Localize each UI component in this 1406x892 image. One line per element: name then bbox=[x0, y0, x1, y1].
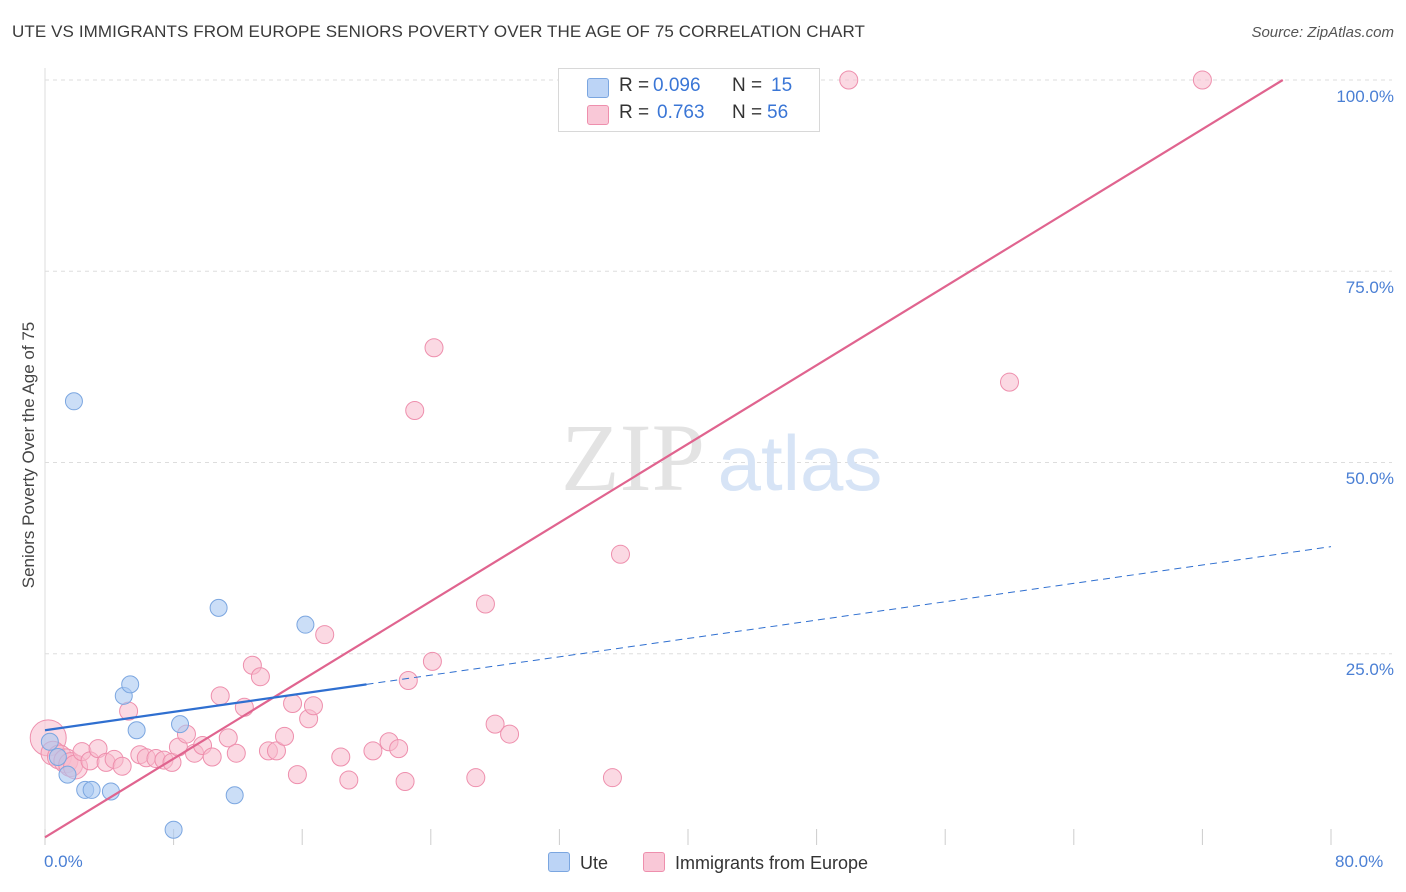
source-label: Source: ZipAtlas.com bbox=[1251, 24, 1394, 41]
europe-point bbox=[226, 743, 246, 763]
europe-point bbox=[250, 667, 270, 687]
ute-point bbox=[58, 765, 77, 784]
europe-point bbox=[315, 625, 335, 645]
watermark-zip: ZIP bbox=[561, 404, 705, 511]
europe-point bbox=[266, 741, 286, 761]
europe-legend-icon bbox=[643, 852, 665, 872]
europe-point bbox=[475, 594, 495, 614]
europe-point bbox=[500, 724, 520, 744]
ute-trend-dashed bbox=[366, 546, 1332, 685]
europe-point bbox=[202, 747, 222, 767]
europe-point bbox=[1000, 372, 1019, 392]
europe-point bbox=[303, 696, 323, 716]
y-tick-50: 50.0% bbox=[1345, 469, 1394, 488]
europe-point bbox=[405, 400, 425, 420]
n-label: N = bbox=[732, 75, 763, 96]
n-value-ute: 15 bbox=[771, 75, 793, 96]
europe-point bbox=[422, 651, 442, 671]
correlation-legend: R = 0.096 N = 15 R = 0.763 N = 56 bbox=[558, 68, 820, 132]
europe-point bbox=[339, 770, 359, 790]
ute-point bbox=[127, 721, 146, 740]
europe-swatch-icon bbox=[587, 105, 609, 125]
ute-point bbox=[121, 675, 140, 694]
europe-point bbox=[1192, 70, 1212, 90]
europe-point bbox=[602, 768, 622, 788]
legend-label-europe: Immigrants from Europe bbox=[675, 853, 869, 873]
ute-swatch-icon bbox=[587, 78, 609, 98]
europe-point bbox=[398, 671, 418, 691]
x-tick-min: 0.0% bbox=[44, 852, 83, 871]
europe-point bbox=[839, 70, 859, 90]
europe-point bbox=[275, 726, 295, 746]
legend-item-europe: Immigrants from Europe bbox=[643, 852, 868, 874]
ute-point bbox=[64, 392, 83, 411]
europe-point bbox=[424, 338, 444, 358]
europe-point bbox=[283, 693, 303, 713]
y-tick-100: 100.0% bbox=[1336, 87, 1394, 106]
europe-point bbox=[112, 756, 132, 776]
ute-point bbox=[225, 786, 244, 805]
ute-trend-line bbox=[44, 683, 367, 732]
ute-point bbox=[171, 715, 190, 734]
europe-trend-line bbox=[44, 79, 1284, 839]
legend-item-ute: Ute bbox=[548, 852, 608, 874]
europe-point bbox=[395, 772, 415, 792]
europe-point bbox=[210, 686, 230, 706]
r-label: R = bbox=[619, 75, 650, 96]
europe-point bbox=[466, 768, 486, 788]
ute-point bbox=[164, 820, 183, 839]
r-label: R = bbox=[619, 102, 650, 123]
ute-legend-icon bbox=[548, 852, 570, 872]
europe-point bbox=[287, 765, 307, 785]
europe-point bbox=[363, 741, 383, 761]
r-value-europe: 0.763 bbox=[657, 102, 705, 123]
y-tick-25: 25.0% bbox=[1345, 660, 1394, 679]
watermark-atlas: atlas bbox=[718, 419, 883, 507]
ute-point bbox=[40, 732, 59, 751]
ute-point bbox=[209, 598, 228, 617]
europe-point bbox=[218, 728, 238, 748]
ute-point bbox=[48, 748, 67, 767]
legend-label-ute: Ute bbox=[580, 853, 609, 873]
ute-point bbox=[296, 615, 315, 634]
chart-title: UTE VS IMMIGRANTS FROM EUROPE SENIORS PO… bbox=[12, 22, 865, 41]
europe-point bbox=[610, 544, 630, 564]
n-value-europe: 56 bbox=[767, 102, 789, 123]
europe-point bbox=[331, 747, 351, 767]
n-label: N = bbox=[732, 102, 763, 123]
europe-point bbox=[485, 714, 505, 734]
ute-point bbox=[82, 780, 101, 799]
x-tick-max: 80.0% bbox=[1335, 852, 1384, 871]
y-tick-75: 75.0% bbox=[1345, 278, 1394, 297]
r-value-ute: 0.096 bbox=[653, 75, 701, 96]
europe-point bbox=[389, 739, 409, 759]
